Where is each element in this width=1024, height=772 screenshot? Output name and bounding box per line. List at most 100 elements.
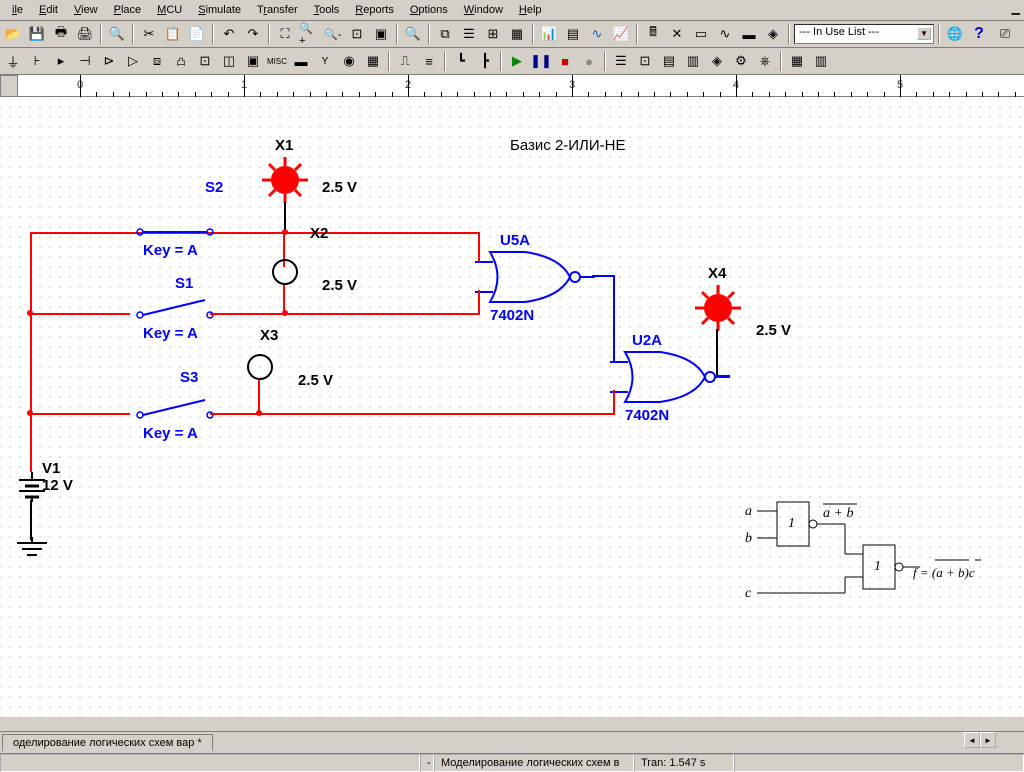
calc-icon[interactable]: 🖩	[642, 23, 664, 45]
transistor-tool-icon[interactable]: ⊳	[98, 50, 120, 72]
schematic-canvas[interactable]: Базис 2-ИЛИ-НЕ X1 2.5 V S2 Key = A X2 2.…	[0, 97, 1024, 717]
pause-icon[interactable]: ❚❚	[530, 50, 552, 72]
sim1-icon[interactable]: ☰	[610, 50, 632, 72]
menu-reports[interactable]: Reports	[347, 2, 402, 18]
open-icon[interactable]: 📂	[2, 23, 24, 45]
sim4-icon[interactable]: ▥	[682, 50, 704, 72]
globe-icon[interactable]: 🌐	[944, 23, 966, 45]
menu-mcu[interactable]: MCU	[149, 2, 190, 18]
scroll-right-icon[interactable]: ►	[980, 732, 996, 748]
cmos-tool-icon[interactable]: 凸	[170, 50, 192, 72]
sim6-icon[interactable]: ⚙	[730, 50, 752, 72]
zoom-area-icon[interactable]: ⊡	[346, 23, 368, 45]
opamp-tool-icon[interactable]: ▷	[122, 50, 144, 72]
play-icon[interactable]: ▶	[506, 50, 528, 72]
fullscreen-icon[interactable]: ⛶	[274, 23, 296, 45]
database-icon[interactable]: ☰	[458, 23, 480, 45]
cross-icon[interactable]: ✕	[666, 23, 688, 45]
status-sep1: -	[420, 754, 434, 772]
instrument-icon[interactable]: ⎚	[994, 23, 1016, 45]
gate-u2a[interactable]	[610, 347, 730, 407]
ground-tool-icon[interactable]: ⏚	[2, 50, 24, 72]
menu-transfer[interactable]: Transfer	[249, 2, 306, 18]
help-icon[interactable]: ?	[968, 23, 990, 45]
redo-icon[interactable]: ↷	[242, 23, 264, 45]
bus-tool-icon[interactable]: ≡	[418, 50, 440, 72]
cap-tool-icon[interactable]: ⊣	[74, 50, 96, 72]
zoom-in-icon[interactable]: 🔍+	[298, 23, 320, 45]
print-preview-icon[interactable]: 🖶	[50, 23, 72, 45]
record-icon[interactable]: ●	[578, 50, 600, 72]
sim-icon[interactable]: ◈	[762, 23, 784, 45]
wave-icon[interactable]: ∿	[714, 23, 736, 45]
sim5-icon[interactable]: ◈	[706, 50, 728, 72]
hier-tool-icon[interactable]: ⎍	[394, 50, 416, 72]
box-icon[interactable]: ▭	[690, 23, 712, 45]
zoom-fit-icon[interactable]: ▣	[370, 23, 392, 45]
sim3-icon[interactable]: ▤	[658, 50, 680, 72]
copy-icon[interactable]: 📋	[162, 23, 184, 45]
menu-window[interactable]: Window	[456, 2, 511, 18]
rf-tool-icon[interactable]: Y	[314, 50, 336, 72]
switch-s3[interactable]	[130, 395, 230, 425]
paste-icon[interactable]: 📄	[186, 23, 208, 45]
label-s2-key: Key = A	[143, 242, 198, 259]
menu-place[interactable]: Place	[106, 2, 150, 18]
component-icon[interactable]: ⧉	[434, 23, 456, 45]
menu-file[interactable]: ile	[4, 2, 31, 18]
switch-s2[interactable]	[130, 212, 230, 242]
ttl-tool-icon[interactable]: ⧈	[146, 50, 168, 72]
menu-edit[interactable]: Edit	[31, 2, 66, 18]
print-icon[interactable]: 🖨	[74, 23, 96, 45]
probe-x1[interactable]	[260, 155, 310, 205]
grapher-icon[interactable]: 📊	[538, 23, 560, 45]
junction-tool-icon[interactable]: ┣	[474, 50, 496, 72]
indicator-tool-icon[interactable]: ▣	[242, 50, 264, 72]
spreadsheet-icon[interactable]: ▦	[506, 23, 528, 45]
minimize-icon[interactable]: ▁	[1012, 2, 1020, 15]
resistor-tool-icon[interactable]: ⊦	[26, 50, 48, 72]
save-icon[interactable]: 💾	[26, 23, 48, 45]
misc-tool-icon[interactable]: ⊡	[194, 50, 216, 72]
label-u5a-ic: 7402N	[490, 307, 534, 324]
stop-icon[interactable]: ■	[554, 50, 576, 72]
electro-tool-icon[interactable]: ◉	[338, 50, 360, 72]
gate-u5a[interactable]	[475, 247, 595, 307]
probe-x4[interactable]	[693, 283, 743, 333]
label-x2-volt: 2.5 V	[322, 277, 357, 294]
mixed-tool-icon[interactable]: ◫	[218, 50, 240, 72]
ruler-horizontal: 0123456	[0, 75, 1024, 97]
diode-tool-icon[interactable]: ▸	[50, 50, 72, 72]
ground-symbol[interactable]	[15, 537, 49, 559]
zoom-out-icon[interactable]: 🔍-	[322, 23, 344, 45]
menu-simulate[interactable]: Simulate	[190, 2, 249, 18]
analysis-icon[interactable]: ∿	[586, 23, 608, 45]
mcu-tool-icon[interactable]: ▦	[362, 50, 384, 72]
scroll-left-icon[interactable]: ◄	[964, 732, 980, 748]
sim8-icon[interactable]: ▦	[786, 50, 808, 72]
status-tran: Tran: 1.547 s	[634, 754, 734, 772]
postproc-icon[interactable]: ▤	[562, 23, 584, 45]
menu-options[interactable]: Options	[402, 2, 456, 18]
switch-s1[interactable]	[130, 295, 230, 325]
grid-icon[interactable]: ⊞	[482, 23, 504, 45]
probe-x2[interactable]	[270, 257, 300, 287]
inuse-dropdown[interactable]: --- In Use List ---	[794, 24, 934, 44]
power-tool-icon[interactable]: MISC	[266, 50, 288, 72]
chip-icon[interactable]: ▬	[738, 23, 760, 45]
undo-icon[interactable]: ↶	[218, 23, 240, 45]
menu-help[interactable]: Help	[511, 2, 550, 18]
find-icon[interactable]: 🔍	[402, 23, 424, 45]
advanced-tool-icon[interactable]: ▬	[290, 50, 312, 72]
sim2-icon[interactable]: ⊡	[634, 50, 656, 72]
cut-icon[interactable]: ✂	[138, 23, 160, 45]
graph-icon[interactable]: 📈	[610, 23, 632, 45]
menu-view[interactable]: View	[66, 2, 106, 18]
document-tab[interactable]: оделирование логических схем вар *	[2, 734, 213, 751]
sim9-icon[interactable]: ▥	[810, 50, 832, 72]
wire-tool-icon[interactable]: ┗	[450, 50, 472, 72]
probe-x3[interactable]	[245, 352, 275, 382]
zoom-preview-icon[interactable]: 🔍	[106, 23, 128, 45]
menu-tools[interactable]: Tools	[306, 2, 348, 18]
sim7-icon[interactable]: ⎈	[754, 50, 776, 72]
